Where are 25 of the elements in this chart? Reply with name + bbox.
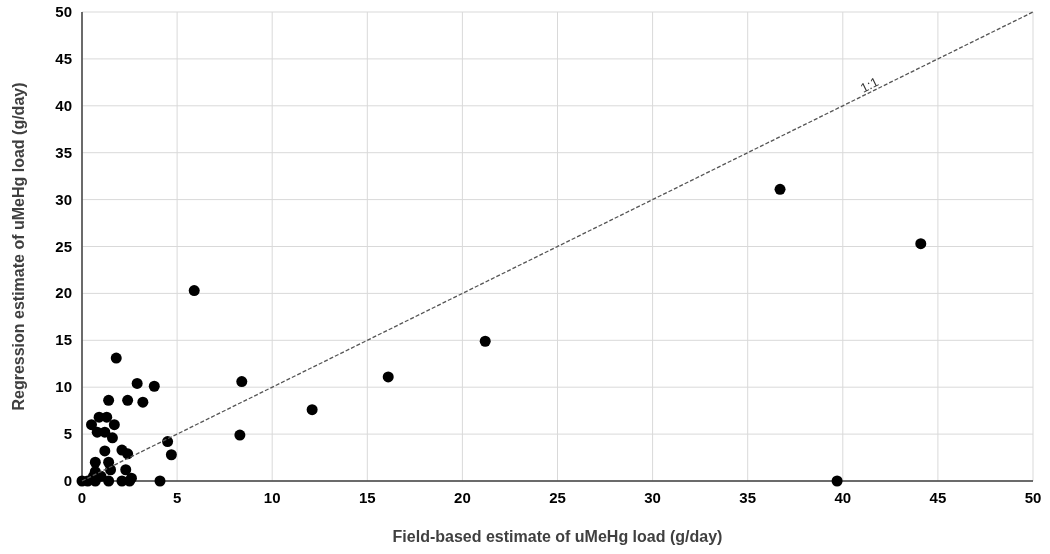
y-tick-label: 35 — [55, 143, 72, 161]
x-tick-label: 30 — [644, 489, 661, 506]
x-tick-label: 50 — [1024, 489, 1042, 506]
y-tick-label: 45 — [55, 49, 72, 67]
y-axis-title: Regression estimate of uMeHg load (g/day) — [10, 82, 27, 411]
x-tick-label: 5 — [172, 489, 182, 506]
y-tick-label: 10 — [55, 378, 72, 396]
y-tick-label: 50 — [55, 3, 72, 20]
y-tick-label: 20 — [55, 284, 72, 302]
y-tick-label: 30 — [55, 190, 72, 208]
x-tick-label: 45 — [929, 489, 947, 506]
x-tick-label: 15 — [358, 489, 376, 506]
x-tick-label: 25 — [549, 489, 566, 506]
annotation: 1:1 — [857, 74, 881, 96]
y-tick-label: 15 — [55, 331, 72, 349]
x-tick-label: 10 — [263, 489, 281, 506]
x-tick-label: 0 — [77, 489, 87, 506]
x-tick-label: 35 — [739, 489, 757, 506]
x-tick-label: 20 — [454, 489, 471, 506]
y-tick-label: 0 — [63, 472, 72, 489]
y-tick-label: 25 — [55, 237, 72, 255]
y-tick-label: 5 — [63, 425, 72, 443]
x-axis-title: Field-based estimate of uMeHg load (g/day) — [392, 528, 723, 545]
x-tick-label: 40 — [834, 489, 852, 506]
y-tick-label: 40 — [55, 96, 72, 114]
